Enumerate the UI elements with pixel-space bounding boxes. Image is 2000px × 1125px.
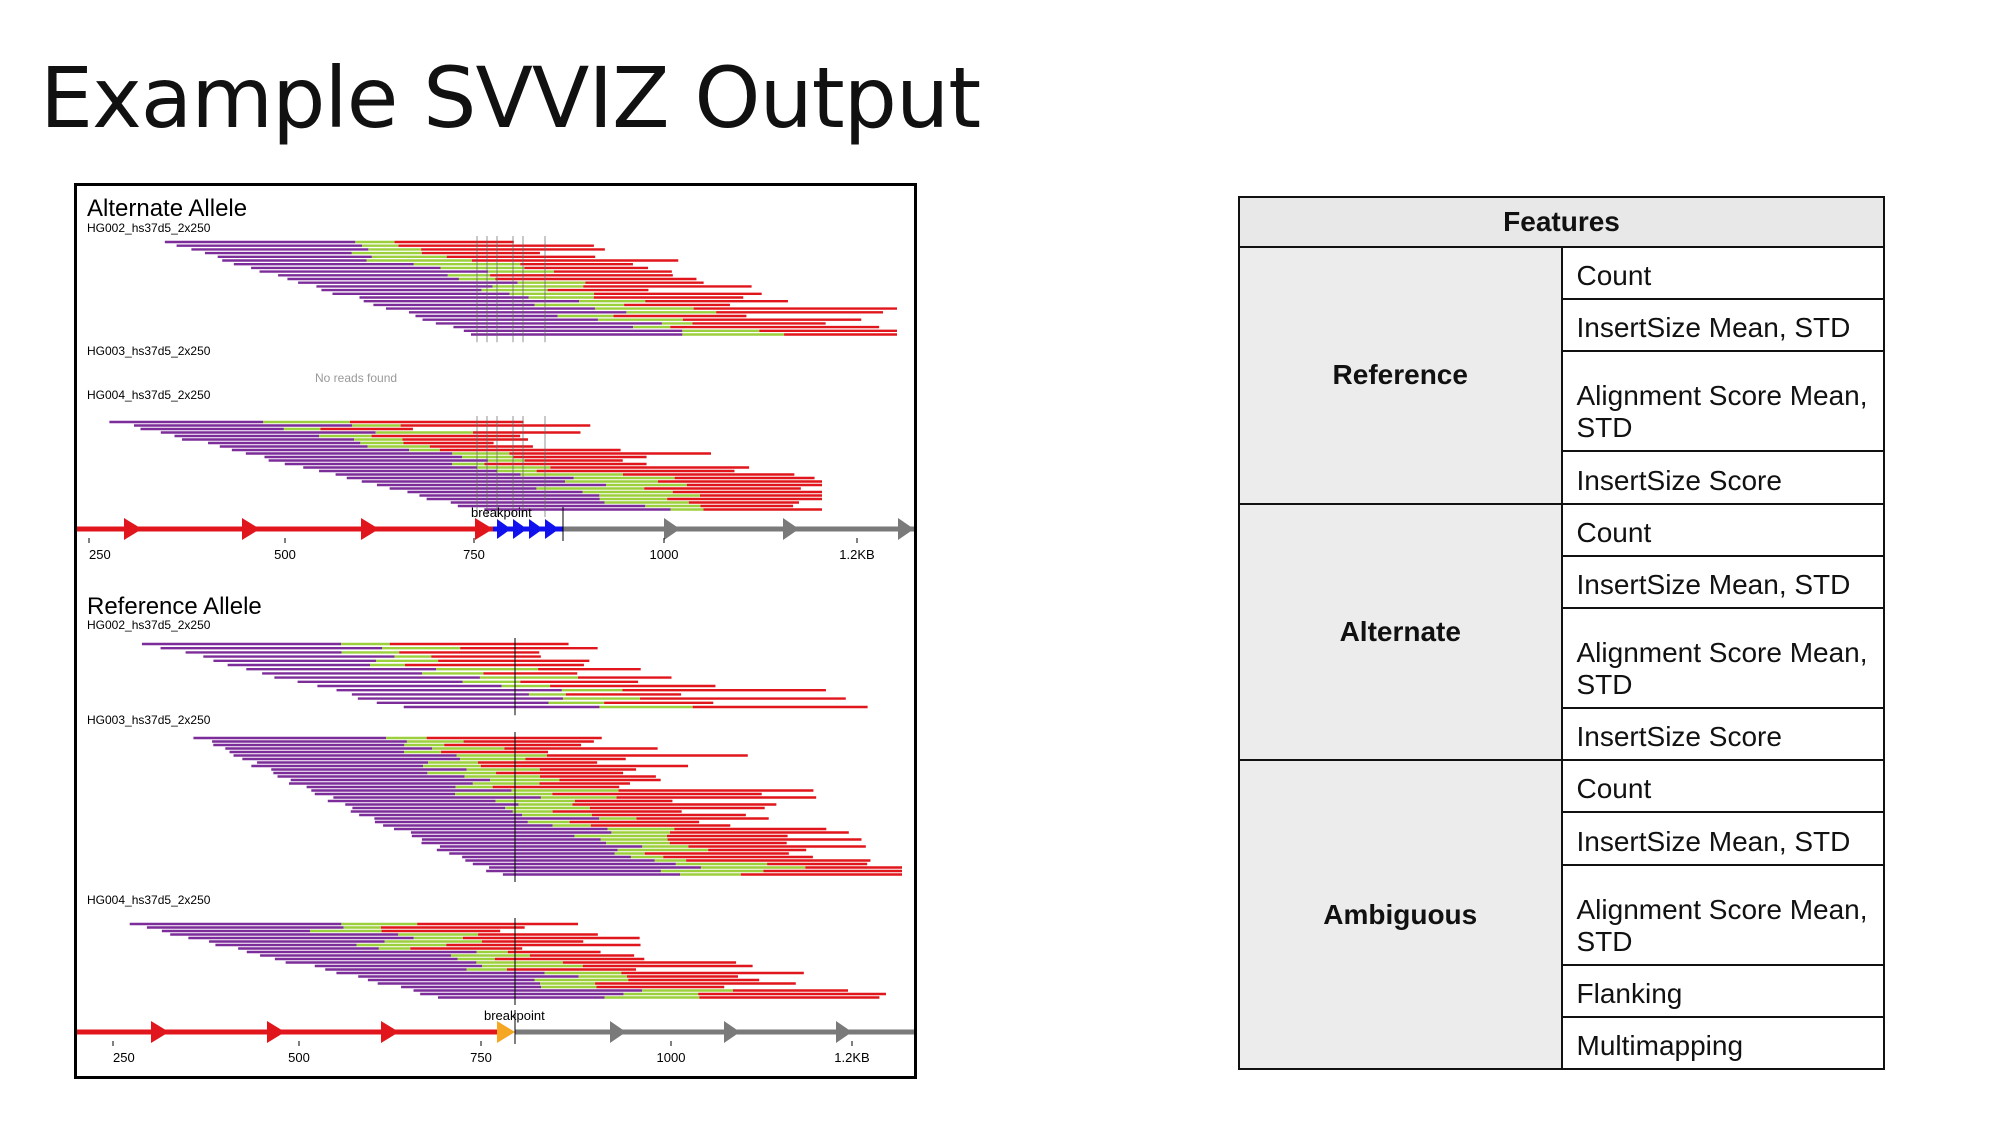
feature-cell: Multimapping <box>1560 1015 1885 1071</box>
feature-cell: Alignment Score Mean, STD <box>1560 350 1885 453</box>
ref-sample-1-reads <box>141 638 868 716</box>
alt-sample-1-reads <box>164 236 897 343</box>
arrow-icon <box>836 1021 852 1043</box>
arrow-icon <box>497 519 511 539</box>
arrow-icon <box>381 1021 399 1043</box>
alt-breakpoint-label: breakpoint <box>471 505 532 520</box>
tick-label: 500 <box>274 547 296 562</box>
feature-cell: InsertSize Score <box>1560 707 1885 762</box>
feature-cell: InsertSize Score <box>1560 450 1885 505</box>
tick-label: 1.2KB <box>839 547 874 562</box>
arrow-icon <box>513 519 527 539</box>
arrow-icon <box>124 518 142 540</box>
feature-cell: Flanking <box>1560 963 1885 1018</box>
group-alternate: Alternate <box>1238 502 1563 762</box>
alt-sample-label-3: HG004_hs37d5_2x250 <box>87 388 211 402</box>
slide-title: Example SVVIZ Output <box>40 49 981 147</box>
ref-breakpoint-label: breakpoint <box>484 1008 545 1023</box>
feature-cell: InsertSize Mean, STD <box>1560 554 1885 609</box>
arrow-icon <box>783 518 799 540</box>
arrow-icon <box>724 1021 740 1043</box>
tick-label: 500 <box>288 1050 310 1065</box>
alternate-allele-axis: 250 500 750 1000 1.2KB <box>77 507 914 562</box>
arrow-icon <box>475 518 493 540</box>
tick-label: 1.2KB <box>834 1050 869 1065</box>
svviz-visualization: Alternate Allele HG002_hs37d5_2x250 HG00… <box>74 183 917 1079</box>
feature-cell: Count <box>1560 502 1885 557</box>
alt-sample-label-2: HG003_hs37d5_2x250 <box>87 344 211 358</box>
tick-label: 750 <box>463 547 485 562</box>
group-ambiguous: Ambiguous <box>1238 759 1563 1070</box>
arrow-icon <box>267 1021 285 1043</box>
feature-cell: InsertSize Mean, STD <box>1560 811 1885 866</box>
arrow-icon <box>529 519 543 539</box>
arrow-icon <box>361 518 379 540</box>
feature-cell: Alignment Score Mean, STD <box>1560 606 1885 710</box>
ref-sample-label-2: HG003_hs37d5_2x250 <box>87 713 211 727</box>
reference-allele-axis: 250 500 750 1000 1.2KB <box>77 1010 914 1065</box>
arrow-icon <box>545 519 559 539</box>
features-table: Features Reference Count InsertSize Mean… <box>1238 196 1885 1071</box>
ref-sample-2-reads <box>193 732 902 882</box>
arrow-icon <box>610 1021 626 1043</box>
feature-cell: Count <box>1560 759 1885 814</box>
alternate-allele-title: Alternate Allele <box>87 195 247 222</box>
no-reads-message: No reads found <box>315 371 397 385</box>
group-reference: Reference <box>1238 246 1563 505</box>
svviz-plot: Alternate Allele HG002_hs37d5_2x250 HG00… <box>77 195 914 1065</box>
tick-label: 250 <box>113 1050 135 1065</box>
feature-cell: Alignment Score Mean, STD <box>1560 863 1885 966</box>
ref-sample-label-3: HG004_hs37d5_2x250 <box>87 893 211 907</box>
reference-allele-title: Reference Allele <box>87 593 262 620</box>
ref-sample-label-1: HG002_hs37d5_2x250 <box>87 618 211 632</box>
tick-label: 250 <box>89 547 111 562</box>
alt-sample-label-1: HG002_hs37d5_2x250 <box>87 221 211 235</box>
tick-label: 1000 <box>650 547 679 562</box>
alt-sample-3-reads <box>109 416 822 517</box>
arrow-icon <box>497 1021 515 1043</box>
arrow-icon <box>151 1021 169 1043</box>
features-header: Features <box>1238 196 1885 248</box>
feature-cell: Count <box>1560 245 1885 301</box>
feature-cell: InsertSize Mean, STD <box>1560 298 1885 353</box>
tick-label: 750 <box>470 1050 492 1065</box>
arrow-icon <box>242 518 260 540</box>
arrow-icon <box>898 518 914 540</box>
tick-label: 1000 <box>657 1050 686 1065</box>
arrow-icon <box>664 518 680 540</box>
ref-sample-3-reads <box>129 918 886 1005</box>
